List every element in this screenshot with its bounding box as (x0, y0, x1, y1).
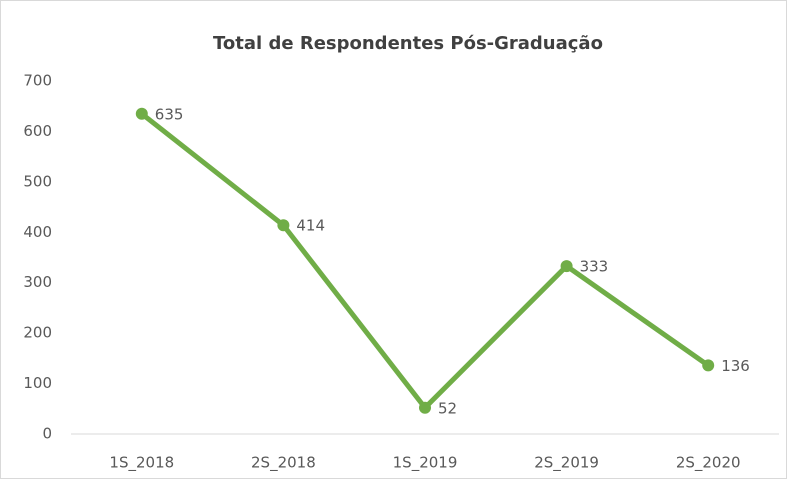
x-tick-label: 1S_2018 (109, 454, 174, 473)
chart-title: Total de Respondentes Pós-Graduação (213, 33, 603, 54)
y-tick-label: 600 (23, 122, 52, 140)
data-label: 52 (438, 399, 457, 417)
data-point (135, 107, 148, 120)
y-tick-label: 700 (23, 72, 52, 90)
y-tick-label: 0 (42, 425, 52, 443)
x-tick-label: 2S_2019 (534, 454, 599, 473)
data-label: 635 (155, 105, 184, 123)
data-label: 333 (580, 258, 609, 276)
x-tick-label: 1S_2019 (393, 454, 458, 473)
data-point (277, 219, 290, 232)
data-label: 414 (296, 217, 325, 235)
y-tick-label: 500 (23, 172, 52, 190)
data-point (560, 260, 573, 273)
y-tick-label: 300 (23, 273, 52, 291)
x-tick-label: 2S_2020 (676, 454, 741, 473)
data-point (702, 359, 715, 372)
x-tick-label: 2S_2018 (251, 454, 316, 473)
y-tick-label: 100 (23, 374, 52, 392)
y-tick-label: 400 (23, 223, 52, 241)
y-tick-label: 200 (23, 324, 52, 342)
data-label: 136 (721, 357, 750, 375)
data-point (419, 401, 431, 414)
